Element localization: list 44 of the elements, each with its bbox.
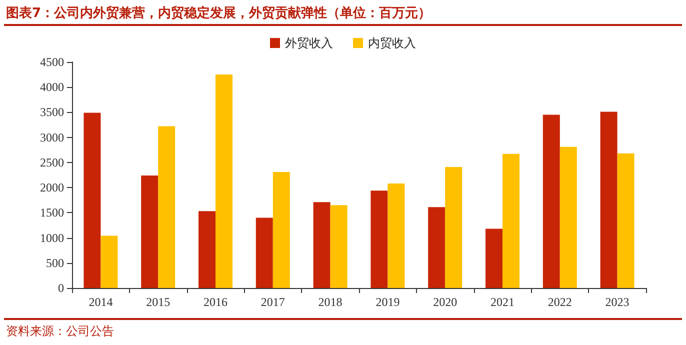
legend-label: 外贸收入 bbox=[285, 36, 333, 50]
bar bbox=[388, 184, 405, 288]
x-tick-label: 2016 bbox=[204, 295, 228, 309]
bar bbox=[256, 218, 273, 288]
x-tick-label: 2022 bbox=[548, 295, 572, 309]
y-tick-label: 4000 bbox=[40, 80, 64, 94]
x-tick-label: 2014 bbox=[88, 295, 113, 309]
x-tick-label: 2021 bbox=[490, 295, 514, 309]
bar bbox=[330, 205, 348, 288]
bar bbox=[84, 112, 101, 288]
bar bbox=[486, 228, 502, 288]
y-tick-label: 1500 bbox=[40, 206, 64, 220]
bar bbox=[600, 112, 618, 288]
y-tick-label: 3500 bbox=[40, 105, 64, 120]
bar bbox=[100, 236, 118, 288]
y-tick-label: 2000 bbox=[40, 180, 64, 195]
y-tick-label: 500 bbox=[46, 256, 64, 270]
x-tick-label: 2020 bbox=[433, 295, 458, 309]
bar bbox=[313, 202, 330, 288]
x-tick-label: 2017 bbox=[260, 295, 285, 309]
bar bbox=[617, 153, 634, 288]
bar bbox=[502, 154, 520, 288]
x-tick-label: 2019 bbox=[376, 295, 400, 309]
bar bbox=[158, 126, 176, 288]
bar bbox=[198, 211, 216, 288]
x-tick-label: 2015 bbox=[146, 295, 170, 309]
legend-label: 内贸收入 bbox=[368, 36, 416, 50]
y-tick-label: 2500 bbox=[40, 155, 64, 170]
bar bbox=[445, 166, 462, 288]
y-tick-label: 4500 bbox=[40, 55, 64, 69]
bar bbox=[428, 207, 446, 288]
x-tick-label: 2023 bbox=[605, 295, 630, 309]
y-tick-label: 0 bbox=[58, 281, 64, 295]
bar bbox=[542, 114, 560, 288]
bar bbox=[370, 190, 388, 288]
text: 资料来源：公司公告 bbox=[6, 323, 114, 340]
bar bbox=[272, 172, 290, 288]
bar bbox=[216, 74, 232, 288]
chart-title: 图表7：公司内外贸兼营，内贸稳定发展，外贸贡献弹性（单位：百万元） bbox=[6, 4, 432, 22]
bar bbox=[560, 146, 577, 288]
bar bbox=[141, 176, 158, 288]
y-tick-label: 3000 bbox=[40, 130, 64, 144]
x-tick-label: 2018 bbox=[318, 295, 342, 309]
y-tick-label: 1000 bbox=[40, 230, 64, 245]
